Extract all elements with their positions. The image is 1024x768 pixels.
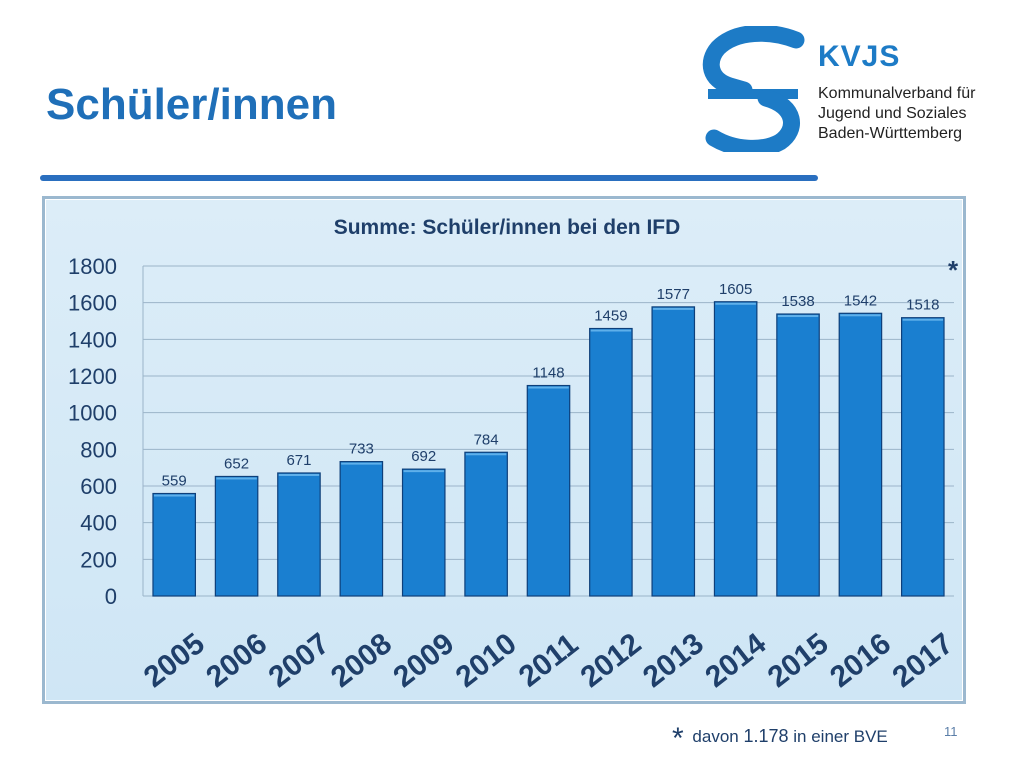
bar-2009 — [401, 468, 446, 597]
x-tick-label: 2010 — [450, 627, 523, 694]
bar-value-label: 1542 — [844, 292, 877, 309]
bar-highlight — [840, 314, 881, 317]
bar-value-label: 733 — [349, 441, 374, 458]
kvjs-logo-mark-icon — [702, 26, 805, 152]
bar-value-label: 671 — [286, 452, 311, 469]
bar-highlight — [403, 470, 444, 473]
bar-highlight — [341, 462, 382, 465]
footnote-number: 1.178 — [743, 726, 789, 746]
bar-value-label: 652 — [224, 455, 249, 472]
bar-chart: Summe: Schüler/innen bei den IFD 0 200 400… — [68, 216, 960, 694]
logo-line-3: Baden-Württemberg — [818, 125, 963, 142]
slide-title: Schüler/innen — [46, 80, 337, 129]
bar-value-label: 692 — [411, 448, 436, 465]
x-tick-label: 2015 — [762, 627, 835, 694]
bar-2011 — [526, 384, 571, 597]
bar-value-label: 1148 — [532, 365, 564, 382]
x-tick-label: 2013 — [637, 627, 710, 694]
bar-value-label: 1538 — [781, 293, 814, 310]
bar-highlight — [902, 318, 944, 321]
bar-value-label: 1577 — [657, 286, 690, 303]
x-tick-label: 2007 — [263, 627, 336, 694]
x-tick-label: 2005 — [138, 627, 211, 694]
logo-subtitle: Kommunalverband für Jugend und Soziales … — [818, 84, 975, 144]
logo-name: KVJS — [818, 40, 901, 73]
bar-2017 — [900, 317, 945, 597]
bar-value-label: 1605 — [719, 281, 752, 298]
bar-highlight — [465, 453, 507, 456]
y-tick-label: 1000 — [68, 401, 117, 426]
bar-2013 — [651, 306, 696, 597]
y-tick-label: 1800 — [68, 254, 117, 279]
bar-highlight — [278, 473, 320, 476]
bar-2014 — [713, 301, 758, 597]
x-tick-label: 2016 — [824, 627, 897, 694]
bar-value-label: 1518 — [906, 297, 939, 314]
x-tick-label: 2006 — [200, 627, 273, 694]
bar-2006 — [214, 475, 259, 597]
x-tick-label: 2017 — [887, 627, 960, 694]
bar-value-label: 784 — [474, 431, 499, 448]
bar-2008 — [339, 461, 384, 597]
y-tick-label: 0 — [105, 584, 117, 609]
bar-highlight — [153, 494, 195, 497]
logo-line-2: Jugend und Soziales — [818, 105, 967, 122]
bar-2010 — [464, 451, 508, 597]
bar-value-label: 559 — [162, 473, 187, 490]
x-tick-label: 2009 — [387, 627, 460, 694]
y-tick-label: 1200 — [68, 364, 117, 389]
chart-annotation: * — [948, 255, 959, 285]
y-tick-label: 200 — [80, 547, 117, 572]
x-tick-label: 2008 — [325, 627, 398, 694]
footnote: * davon 1.178 in einer BVE — [672, 722, 888, 756]
bar-2005 — [152, 492, 197, 597]
y-tick-label: 1400 — [68, 327, 117, 352]
footnote-star: * — [672, 722, 684, 755]
y-tick-label: 600 — [80, 474, 117, 499]
title-divider — [40, 175, 818, 181]
bar-2012 — [589, 327, 633, 597]
bar-2015 — [776, 313, 820, 597]
footnote-text-after: in einer BVE — [793, 727, 888, 746]
bar-highlight — [715, 302, 756, 305]
bar-highlight — [216, 477, 257, 480]
x-tick-label: 2014 — [699, 627, 772, 694]
chart-title: Summe: Schüler/innen bei den IFD — [334, 216, 681, 239]
bar-highlight — [590, 329, 632, 332]
bar-highlight — [777, 315, 819, 318]
x-tick-label: 2012 — [575, 627, 648, 694]
bar-2016 — [838, 312, 883, 597]
footnote-text-before: davon — [692, 727, 739, 746]
logo-line-1: Kommunalverband für — [818, 85, 976, 102]
y-tick-label: 800 — [80, 437, 117, 462]
bar-2007 — [277, 472, 321, 597]
x-tick-label: 2011 — [513, 627, 585, 693]
bar-highlight — [528, 386, 569, 389]
bar-highlight — [653, 307, 694, 310]
page-number: 11 — [944, 724, 958, 739]
y-tick-label: 400 — [80, 511, 117, 536]
y-tick-label: 1600 — [68, 291, 117, 316]
chart-frame: Summe: Schüler/innen bei den IFD 0 200 400… — [42, 196, 966, 704]
bar-value-label: 1459 — [594, 308, 627, 325]
kvjs-logo: KVJS Kommunalverband für Jugend und Sozi… — [700, 26, 1000, 156]
